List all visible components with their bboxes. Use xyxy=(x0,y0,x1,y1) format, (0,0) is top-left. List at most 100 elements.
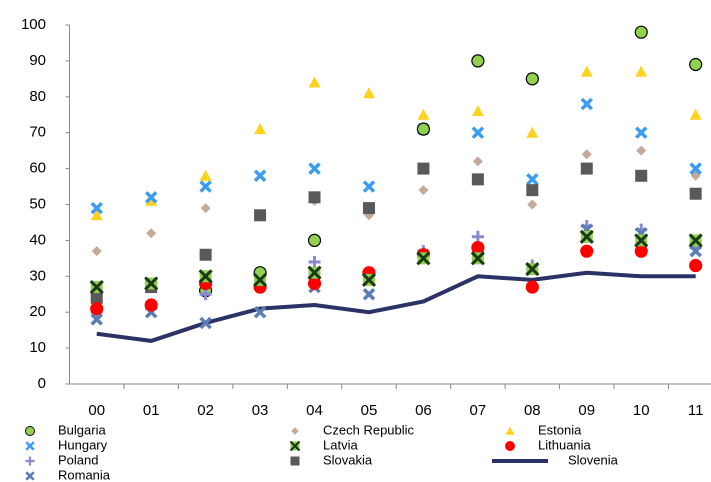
marker xyxy=(200,203,211,214)
marker xyxy=(291,427,299,435)
marker xyxy=(689,57,703,72)
marker xyxy=(199,180,212,193)
x-tick-label: 00 xyxy=(88,402,105,419)
marker xyxy=(25,471,35,481)
x-tick-label: 05 xyxy=(361,402,378,419)
x-tick-label: 02 xyxy=(197,402,214,419)
marker xyxy=(581,149,592,160)
marker xyxy=(525,262,540,277)
marker xyxy=(362,202,375,215)
marker xyxy=(90,291,103,304)
marker xyxy=(308,76,321,88)
marker xyxy=(527,199,538,210)
marker xyxy=(198,269,213,284)
legend-label: Slovakia xyxy=(323,452,373,467)
marker-x xyxy=(416,251,431,266)
y-tick-label: 70 xyxy=(29,124,46,141)
y-tick-label: 60 xyxy=(29,160,46,177)
legend-label: Bulgaria xyxy=(58,422,106,437)
marker xyxy=(634,25,648,39)
marker xyxy=(254,123,267,135)
y-tick-label: 10 xyxy=(29,339,46,356)
marker xyxy=(254,209,267,222)
legend-item: Slovakia xyxy=(290,452,373,467)
marker xyxy=(418,185,429,196)
marker xyxy=(90,302,104,316)
legend-item: Czech Republic xyxy=(291,422,415,437)
marker xyxy=(525,280,539,294)
marker-x xyxy=(361,272,377,287)
marker xyxy=(471,173,484,186)
marker xyxy=(25,456,35,466)
marker xyxy=(526,173,539,186)
legend-label: Hungary xyxy=(58,437,108,452)
marker xyxy=(471,230,484,243)
marker xyxy=(471,240,485,255)
marker xyxy=(526,184,539,197)
marker-x xyxy=(307,265,322,280)
y-tick-label: 30 xyxy=(29,267,46,284)
legend-item: Poland xyxy=(25,452,98,467)
marker xyxy=(580,97,594,111)
marker-x xyxy=(89,280,104,295)
marker xyxy=(90,209,103,221)
marker xyxy=(634,244,648,258)
marker xyxy=(307,276,322,291)
x-tick-label: 01 xyxy=(143,402,160,419)
marker xyxy=(253,169,267,183)
marker xyxy=(90,201,103,215)
marker xyxy=(689,162,702,175)
marker xyxy=(472,156,483,167)
marker xyxy=(199,248,212,261)
y-tick-label: 40 xyxy=(29,231,46,248)
legend-item: Lithuania xyxy=(505,437,592,452)
marker xyxy=(416,122,431,136)
marker xyxy=(634,233,649,248)
marker xyxy=(289,440,301,452)
marker-x xyxy=(579,229,594,244)
x-tick-label: 06 xyxy=(415,402,432,419)
y-tick-label: 80 xyxy=(29,88,46,105)
marker xyxy=(505,441,515,451)
marker xyxy=(526,126,539,138)
marker xyxy=(471,54,485,68)
marker xyxy=(635,169,648,182)
legend-item: Slovenia xyxy=(492,452,619,467)
marker xyxy=(290,456,300,466)
marker xyxy=(634,126,648,139)
y-tick-label: 0 xyxy=(38,375,46,392)
legend-item: Latvia xyxy=(289,437,358,452)
y-tick-label: 100 xyxy=(21,16,46,33)
marker-x xyxy=(634,233,649,248)
marker xyxy=(362,180,376,193)
marker xyxy=(307,233,322,247)
legend-label: Romania xyxy=(58,467,111,482)
legend-item: Hungary xyxy=(25,437,108,452)
marker xyxy=(308,162,321,175)
y-tick-label: 50 xyxy=(29,195,46,212)
series-line xyxy=(96,270,696,343)
x-tick-label: 03 xyxy=(252,402,269,419)
x-tick-label: 11 xyxy=(688,402,704,419)
marker xyxy=(362,87,375,99)
legend-label: Czech Republic xyxy=(323,422,415,437)
marker xyxy=(199,316,212,330)
marker xyxy=(91,246,102,257)
marker xyxy=(505,426,515,435)
marker xyxy=(580,65,593,77)
marker xyxy=(253,305,267,319)
marker xyxy=(636,145,647,156)
legend-item: Estonia xyxy=(505,422,582,437)
x-tick-label: 07 xyxy=(470,402,487,419)
marker xyxy=(89,280,104,295)
marker xyxy=(580,162,593,175)
marker xyxy=(146,228,157,239)
marker-x xyxy=(525,262,540,277)
marker xyxy=(688,233,703,248)
marker-x xyxy=(688,233,703,248)
y-tick-label: 90 xyxy=(29,52,46,69)
legend-label: Slovenia xyxy=(568,452,619,467)
x-tick-label: 10 xyxy=(633,402,650,419)
legend-item: Bulgaria xyxy=(25,422,106,437)
